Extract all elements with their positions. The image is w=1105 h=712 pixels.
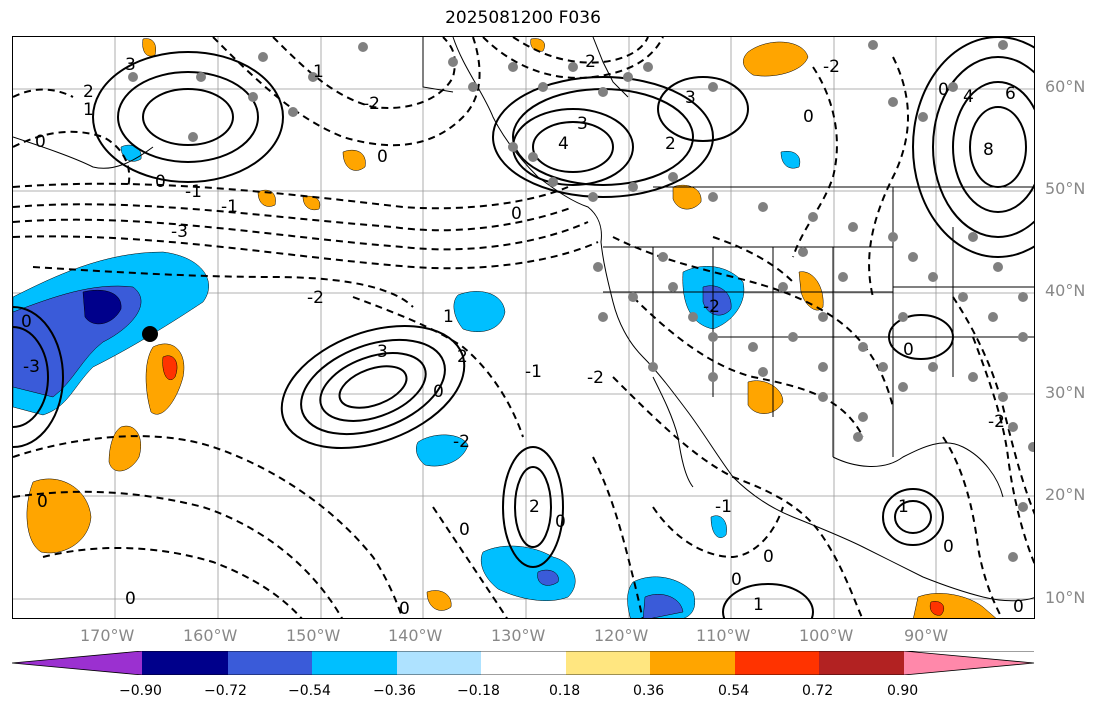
contour-label: 8 <box>983 140 994 160</box>
colorbar-swatch <box>650 651 735 675</box>
contour-label: 0 <box>125 589 136 609</box>
contour-label: 0 <box>803 107 814 127</box>
lat-label: 50°N <box>1045 179 1086 198</box>
contour-label: 0 <box>35 132 46 152</box>
contour-label: 3 <box>685 88 696 108</box>
contour-label: 0 <box>903 340 914 360</box>
lon-label: 140°W <box>388 626 443 645</box>
lat-label: 10°N <box>1045 588 1086 607</box>
lon-label: 160°W <box>183 626 238 645</box>
colorbar-swatch <box>819 651 904 675</box>
contour-label: 2 <box>83 82 94 102</box>
contour-label: 4 <box>963 87 974 107</box>
contour-label: -1 <box>221 197 238 217</box>
lat-label: 60°N <box>1045 77 1086 96</box>
map-panel: 3 2 1 0 0 -1 -1 -3 -2 3 1 2 0 -1 -2 -2 0… <box>12 36 1035 619</box>
contour-label: 0 <box>511 204 522 224</box>
colorbar-label: −0.18 <box>457 683 500 699</box>
colorbar-extend-low <box>12 651 142 675</box>
colorbar-label: −0.72 <box>204 683 247 699</box>
contour-label: 1 <box>313 62 324 82</box>
contour-label: -2 <box>579 52 596 72</box>
contour-label: 1 <box>898 497 909 517</box>
contour-label: 1 <box>753 595 764 615</box>
colorbar-swatch <box>142 651 228 675</box>
contour-label: 0 <box>731 570 742 590</box>
colorbar-label: 0.18 <box>549 683 581 699</box>
contour-label: -3 <box>23 357 40 377</box>
map-canvas: 3 2 1 0 0 -1 -1 -3 -2 3 1 2 0 -1 -2 -2 0… <box>13 37 1034 619</box>
contour-label: -2 <box>453 432 470 452</box>
contour-label: 0 <box>21 312 32 332</box>
lon-label: 130°W <box>491 626 546 645</box>
contour-label: -2 <box>988 412 1005 432</box>
contour-label: 0 <box>1013 597 1024 617</box>
colorbar-label: 0.90 <box>887 683 919 699</box>
contour-label: 0 <box>433 382 444 402</box>
storm-center-marker <box>142 326 158 342</box>
colorbar-swatch <box>312 651 397 675</box>
contour-label: 0 <box>37 492 48 512</box>
lon-label: 100°W <box>799 626 854 645</box>
colorbar-extend-high <box>904 651 1034 675</box>
contour-label: -3 <box>171 222 188 242</box>
map-title: 2025081200 F036 <box>445 8 601 28</box>
contour-label: 2 <box>457 347 468 367</box>
lon-label: 110°W <box>696 626 751 645</box>
colorbar-swatch <box>397 651 481 675</box>
contour-label: -2 <box>307 288 324 308</box>
contour-label: 2 <box>529 497 540 517</box>
contour-label: -2 <box>587 368 604 388</box>
station-dots <box>128 40 1034 562</box>
contour-label: 0 <box>459 520 470 540</box>
contour-label: -2 <box>703 297 720 317</box>
colorbar-label: 0.72 <box>802 683 834 699</box>
lon-label: 170°W <box>80 626 135 645</box>
lon-label: 90°W <box>904 626 949 645</box>
contour-label: -2 <box>363 94 380 114</box>
contour-label: 0 <box>938 80 949 100</box>
contour-label: 0 <box>555 512 566 532</box>
contour-labels: 3 2 1 0 0 -1 -1 -3 -2 3 1 2 0 -1 -2 -2 0… <box>21 52 1024 619</box>
colorbar-swatch <box>228 651 312 675</box>
lat-label: 20°N <box>1045 485 1086 504</box>
contour-label: 2 <box>665 134 676 154</box>
shaded-anomalies <box>13 38 997 618</box>
contour-label: 0 <box>377 147 388 167</box>
colorbar-label: −0.36 <box>373 683 416 699</box>
contour-label: 3 <box>577 114 588 134</box>
contour-label: 0 <box>763 547 774 567</box>
contour-label: -1 <box>185 182 202 202</box>
contour-label: -1 <box>715 497 732 517</box>
colorbar-label: 0.36 <box>633 683 665 699</box>
contour-label: 0 <box>155 172 166 192</box>
contour-label: 1 <box>443 307 454 327</box>
contour-label: 3 <box>377 342 388 362</box>
colorbar-swatch <box>566 651 650 675</box>
lon-label: 120°W <box>594 626 649 645</box>
colorbar-label: −0.90 <box>119 683 162 699</box>
contour-label: 4 <box>558 134 569 154</box>
coastlines <box>13 37 1034 602</box>
colorbar-label: 0.54 <box>718 683 750 699</box>
contour-label: 6 <box>1005 84 1016 104</box>
colorbar <box>12 651 1035 675</box>
lat-label: 30°N <box>1045 383 1086 402</box>
colorbar-swatch <box>735 651 819 675</box>
positive-contours <box>13 37 1034 618</box>
lon-label: 150°W <box>286 626 341 645</box>
contour-label: -2 <box>823 57 840 77</box>
colorbar-swatch <box>481 651 566 675</box>
colorbar-label: −0.54 <box>288 683 331 699</box>
contour-label: 0 <box>943 537 954 557</box>
contour-label: 1 <box>83 100 94 120</box>
lat-label: 40°N <box>1045 281 1086 300</box>
contour-label: 3 <box>125 55 136 75</box>
contour-label: -1 <box>525 362 542 382</box>
negative-contours <box>13 37 1034 618</box>
contour-label: 0 <box>399 599 410 619</box>
